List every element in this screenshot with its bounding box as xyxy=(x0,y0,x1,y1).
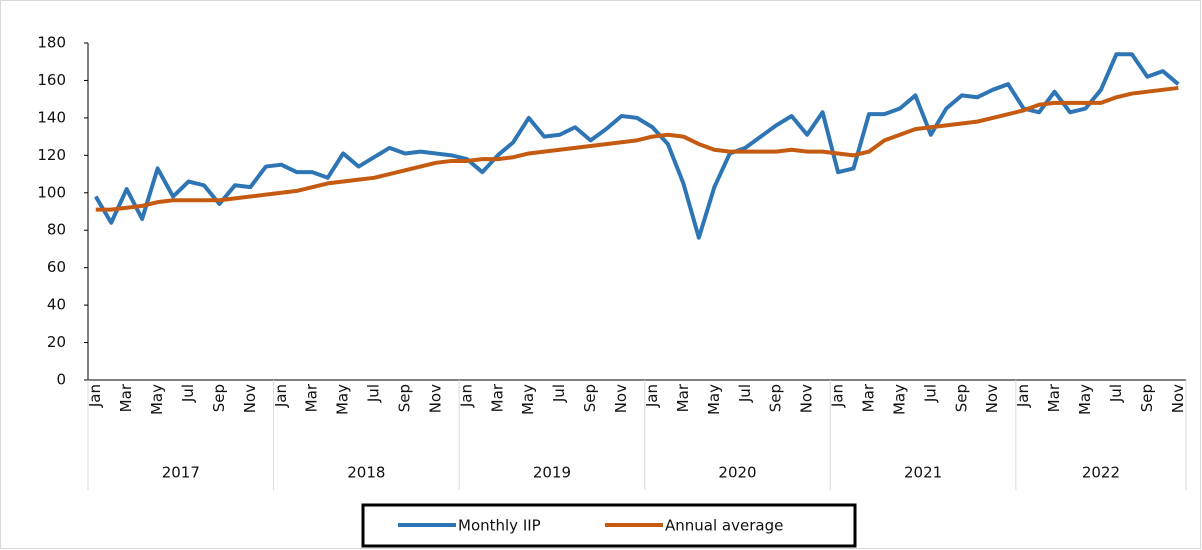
series-line xyxy=(94,52,1180,240)
x-tick-label: Sep xyxy=(767,384,785,412)
y-tick-label: 180 xyxy=(37,34,66,52)
x-tick-label: Jul xyxy=(1107,384,1125,403)
x-tick-label: May xyxy=(334,384,352,415)
x-tick-label: Jan xyxy=(1014,384,1032,408)
x-tick-label: Nov xyxy=(798,384,816,413)
x-tick-label: Mar xyxy=(859,383,877,412)
x-tick-label: Nov xyxy=(1169,384,1187,413)
x-tick-label: Sep xyxy=(1138,384,1156,412)
x-tick-label: Nov xyxy=(426,384,444,413)
x-group-label: 2022 xyxy=(1082,464,1120,482)
x-tick-label: May xyxy=(148,384,166,415)
x-tick-label: Jul xyxy=(736,384,754,403)
x-tick-label: Jan xyxy=(643,384,661,408)
x-tick-label: Mar xyxy=(1045,383,1063,412)
x-group-label: 2017 xyxy=(162,464,200,482)
x-tick-label: Sep xyxy=(581,384,599,412)
x-group-label: 2019 xyxy=(533,464,571,482)
series-line xyxy=(95,85,1179,212)
x-tick-label: Jan xyxy=(457,384,475,408)
x-tick-label: May xyxy=(705,384,723,415)
y-tick-label: 60 xyxy=(47,258,66,276)
x-tick-label: Mar xyxy=(117,383,135,412)
x-tick-label: May xyxy=(519,384,537,415)
x-tick-label: Mar xyxy=(303,383,321,412)
x-tick-label: Mar xyxy=(674,383,692,412)
x-tick-label: Jul xyxy=(365,384,383,403)
x-tick-label: Jul xyxy=(550,384,568,403)
x-group-label: 2021 xyxy=(904,464,942,482)
y-tick-label: 40 xyxy=(47,296,66,314)
x-tick-label: Jan xyxy=(86,384,104,408)
x-tick-label: Jul xyxy=(921,384,939,403)
x-tick-label: Nov xyxy=(983,384,1001,413)
y-tick-label: 0 xyxy=(56,371,66,389)
x-group-label: 2018 xyxy=(347,464,385,482)
x-tick-label: Nov xyxy=(612,384,630,413)
x-tick-label: Mar xyxy=(488,383,506,412)
x-tick-label: Nov xyxy=(241,384,259,413)
y-tick-label: 140 xyxy=(37,108,66,126)
x-tick-label: Jan xyxy=(829,384,847,408)
x-tick-label: Sep xyxy=(952,384,970,412)
x-tick-label: Jan xyxy=(272,384,290,408)
y-tick-label: 120 xyxy=(37,146,66,164)
x-tick-label: May xyxy=(1076,384,1094,415)
x-tick-label: May xyxy=(890,384,908,415)
y-tick-label: 80 xyxy=(47,221,66,239)
x-tick-label: Jul xyxy=(179,384,197,403)
x-tick-label: Sep xyxy=(210,384,228,412)
y-tick-label: 160 xyxy=(37,71,66,89)
y-tick-label: 20 xyxy=(47,333,66,351)
y-tick-label: 100 xyxy=(37,183,66,201)
x-group-label: 2020 xyxy=(718,464,756,482)
x-tick-label: Sep xyxy=(396,384,414,412)
legend-label: Monthly IIP xyxy=(458,517,541,535)
legend-label: Annual average xyxy=(665,517,783,535)
